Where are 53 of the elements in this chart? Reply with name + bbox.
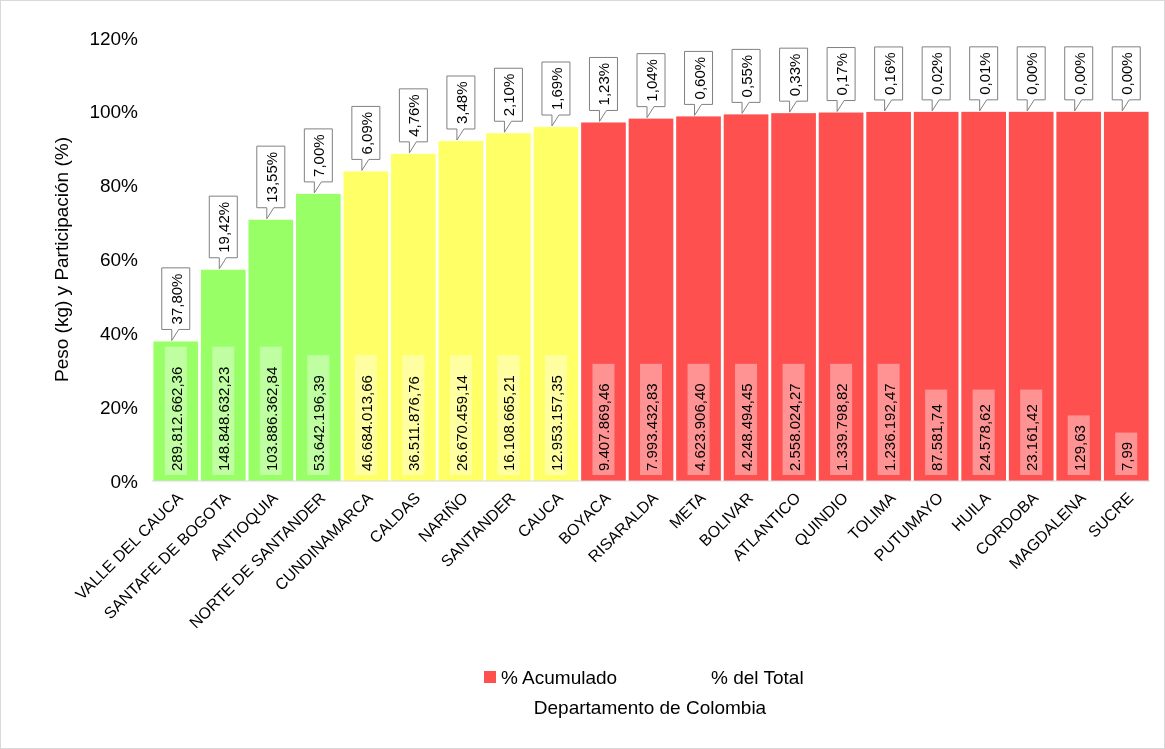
y-tick-label: 120% (89, 27, 139, 49)
annotation: 46.684.013,66 (357, 375, 375, 471)
annotation: 1.339.798,82 (833, 383, 851, 471)
annotation: 148.848.632,23 (215, 366, 233, 471)
annotation: 12.953.157,35 (547, 375, 565, 471)
annotation: 0,16% (880, 52, 898, 95)
annotation: 4.248.494,45 (738, 383, 756, 471)
y-tick-label: 40% (99, 322, 139, 344)
annotation: 7,99 (1118, 441, 1136, 471)
annotation: 4.623.906,40 (690, 383, 708, 471)
annotation: 0,00% (1118, 52, 1136, 95)
legend-label: % Acumulado (501, 667, 618, 688)
annotation: 1,04% (643, 59, 660, 102)
annotation: 37,80% (167, 273, 185, 325)
annotation: 1,23% (595, 62, 613, 106)
annotation: 24.578,62 (975, 404, 993, 471)
y-tick-label: 60% (99, 249, 139, 271)
y-axis-title: Peso (kg) y Participación (%) (51, 137, 72, 382)
y-tick-label: 80% (99, 175, 139, 197)
annotation: 87.581,74 (928, 404, 946, 471)
annotation: 0,60% (690, 56, 708, 100)
annotation: 2,10% (500, 73, 518, 117)
annotation: 0,33% (785, 53, 803, 97)
annotation: 7.993.432,83 (643, 383, 660, 471)
text: % del Total (711, 667, 804, 688)
annotation: 4,76% (405, 94, 423, 137)
y-tick-label: 0% (110, 470, 139, 492)
annotation: 19,42% (215, 201, 233, 253)
annotation: 26.670.459,14 (452, 375, 470, 471)
x-axis-title: Departamento de Colombia (533, 697, 767, 718)
y-tick-label: 100% (89, 101, 139, 123)
annotation: 0,00% (1070, 52, 1088, 95)
y-tick-label: 20% (99, 396, 139, 418)
annotation: 289.812.662,36 (167, 366, 185, 471)
annotation: 0,01% (975, 52, 993, 95)
annotation: 0,02% (928, 52, 946, 95)
annotation: 6,09% (357, 111, 375, 155)
annotation: 2.558.024,27 (785, 383, 803, 471)
annotation: 0,00% (1023, 52, 1041, 95)
annotation: 1.236.192,47 (880, 383, 898, 471)
annotation: 13,55% (262, 151, 280, 203)
annotation: 9.407.869,46 (595, 383, 613, 471)
annotation: 53.642.196,39 (310, 375, 328, 471)
annotation: 7,00% (310, 134, 328, 177)
annotation: 129,63 (1070, 425, 1088, 471)
annotation: 23.161,42 (1023, 404, 1041, 471)
annotation: 3,48% (452, 81, 470, 124)
annotation: 36.511.876,76 (405, 376, 423, 471)
annotation: 1,69% (547, 67, 565, 111)
annotation: 0,17% (833, 52, 851, 96)
annotation: 16.108.665,21 (500, 375, 518, 471)
annotation: 103.886.362,84 (262, 366, 280, 471)
annotation: 0,55% (738, 54, 756, 98)
